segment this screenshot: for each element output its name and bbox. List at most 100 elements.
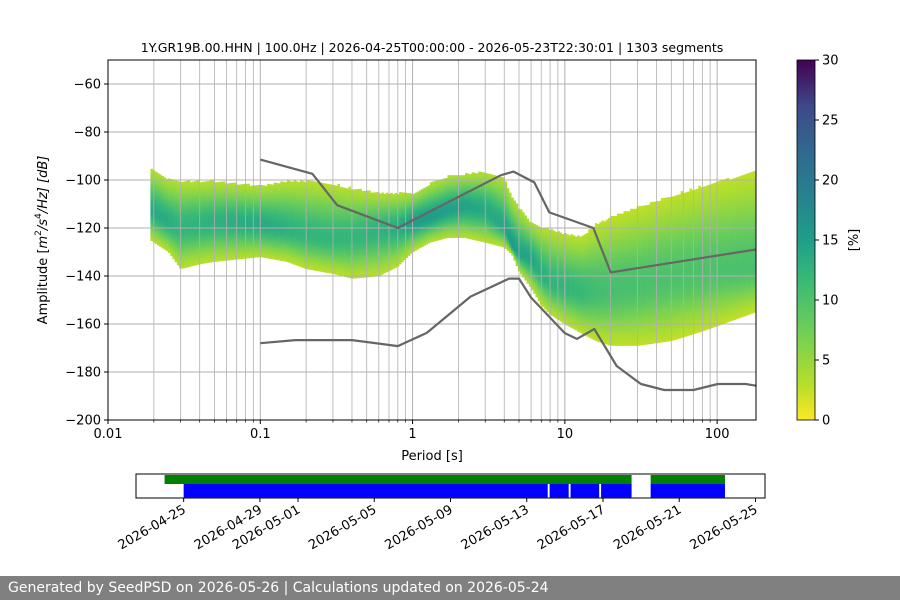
psd-cell — [172, 220, 175, 224]
psd-cell — [150, 173, 153, 177]
psd-cell — [383, 236, 387, 240]
psd-cell — [236, 201, 239, 205]
psd-cell — [379, 253, 382, 257]
psd-cell — [355, 270, 358, 274]
psd-cell — [245, 188, 248, 192]
psd-cell — [282, 203, 285, 207]
psd-cell — [319, 221, 323, 224]
psd-cell — [231, 218, 235, 222]
psd-cell — [245, 236, 248, 240]
psd-cell — [313, 241, 316, 245]
psd-cell — [291, 241, 294, 245]
psd-cell — [282, 198, 285, 202]
psd-cell — [214, 237, 217, 241]
psd-cell — [212, 201, 215, 205]
psd-cell — [438, 203, 442, 207]
psd-cell — [293, 180, 296, 184]
psd-cell — [295, 253, 299, 256]
psd-cell — [425, 239, 428, 243]
psd-cell — [372, 238, 376, 241]
psd-cell — [317, 247, 321, 250]
psd-cell — [249, 252, 252, 256]
psd-cell — [436, 218, 439, 222]
psd-cell — [282, 258, 285, 262]
psd-cell — [207, 202, 211, 206]
psd-cell — [407, 193, 411, 196]
psd-cell — [234, 184, 237, 188]
psd-cell — [392, 263, 395, 267]
psd-cell — [449, 213, 453, 217]
psd-cell — [264, 250, 268, 254]
psd-cell — [456, 175, 459, 178]
psd-cell — [315, 205, 318, 209]
psd-cell — [491, 215, 494, 219]
psd-cell — [381, 192, 384, 196]
psd-cell — [227, 231, 230, 234]
psd-cell — [240, 256, 244, 259]
psd-cell — [337, 219, 340, 223]
psd-cell — [183, 217, 186, 221]
psd-cell — [172, 215, 175, 219]
psd-cell — [315, 232, 318, 235]
psd-cell — [418, 190, 422, 194]
psd-cell — [341, 273, 345, 277]
psd-cell — [454, 189, 457, 193]
psd-cell — [449, 208, 453, 212]
psd-cell — [154, 236, 158, 240]
psd-cell — [374, 221, 378, 224]
psd-cell — [324, 219, 327, 223]
psd-cell — [322, 223, 325, 227]
psd-cell — [278, 197, 281, 201]
psd-cell — [295, 212, 299, 216]
psd-cell — [366, 253, 369, 256]
psd-cell — [330, 247, 334, 250]
psd-cell — [333, 221, 336, 224]
psd-cell — [256, 249, 259, 253]
psd-cell — [401, 233, 404, 236]
psd-cell — [163, 242, 167, 245]
psd-cell — [238, 239, 241, 243]
psd-cell — [313, 203, 316, 206]
psd-cell — [482, 210, 486, 214]
psd-cell — [476, 218, 479, 222]
psd-cell — [385, 202, 389, 205]
psd-cell — [467, 188, 470, 191]
psd-cell — [194, 217, 197, 220]
psd-cell — [302, 193, 305, 197]
psd-cell — [405, 233, 409, 237]
psd-cell — [418, 211, 422, 215]
psd-cell — [330, 266, 334, 269]
psd-cell — [333, 247, 336, 251]
psd-cell — [194, 248, 197, 251]
psd-cell — [385, 247, 389, 251]
psd-cell — [412, 229, 415, 233]
psd-cell — [465, 206, 468, 210]
psd-cell — [194, 207, 197, 211]
psd-cell — [280, 236, 283, 240]
psd-cell — [374, 204, 378, 207]
psd-cell — [214, 194, 217, 197]
psd-cell — [291, 181, 294, 185]
psd-cell — [271, 199, 274, 202]
psd-cell — [484, 204, 488, 207]
psd-cell — [432, 191, 435, 194]
psd-cell — [458, 201, 461, 205]
psd-cell — [392, 218, 395, 221]
psd-cell — [313, 231, 316, 235]
psd-cell — [282, 210, 285, 214]
psd-cell — [192, 196, 195, 199]
psd-cell — [346, 243, 349, 247]
psd-cell — [207, 228, 211, 232]
psd-cell — [328, 217, 332, 221]
psd-cell — [157, 242, 160, 246]
psd-cell — [198, 206, 202, 210]
psd-cell — [185, 245, 189, 249]
psd-cell — [234, 211, 237, 215]
psd-cell — [339, 251, 343, 255]
psd-cell — [154, 222, 158, 225]
psd-cell — [339, 193, 343, 197]
psd-cell — [247, 241, 250, 244]
psd-cell — [174, 249, 178, 253]
psd-cell — [445, 185, 448, 188]
psd-cell — [478, 181, 481, 184]
